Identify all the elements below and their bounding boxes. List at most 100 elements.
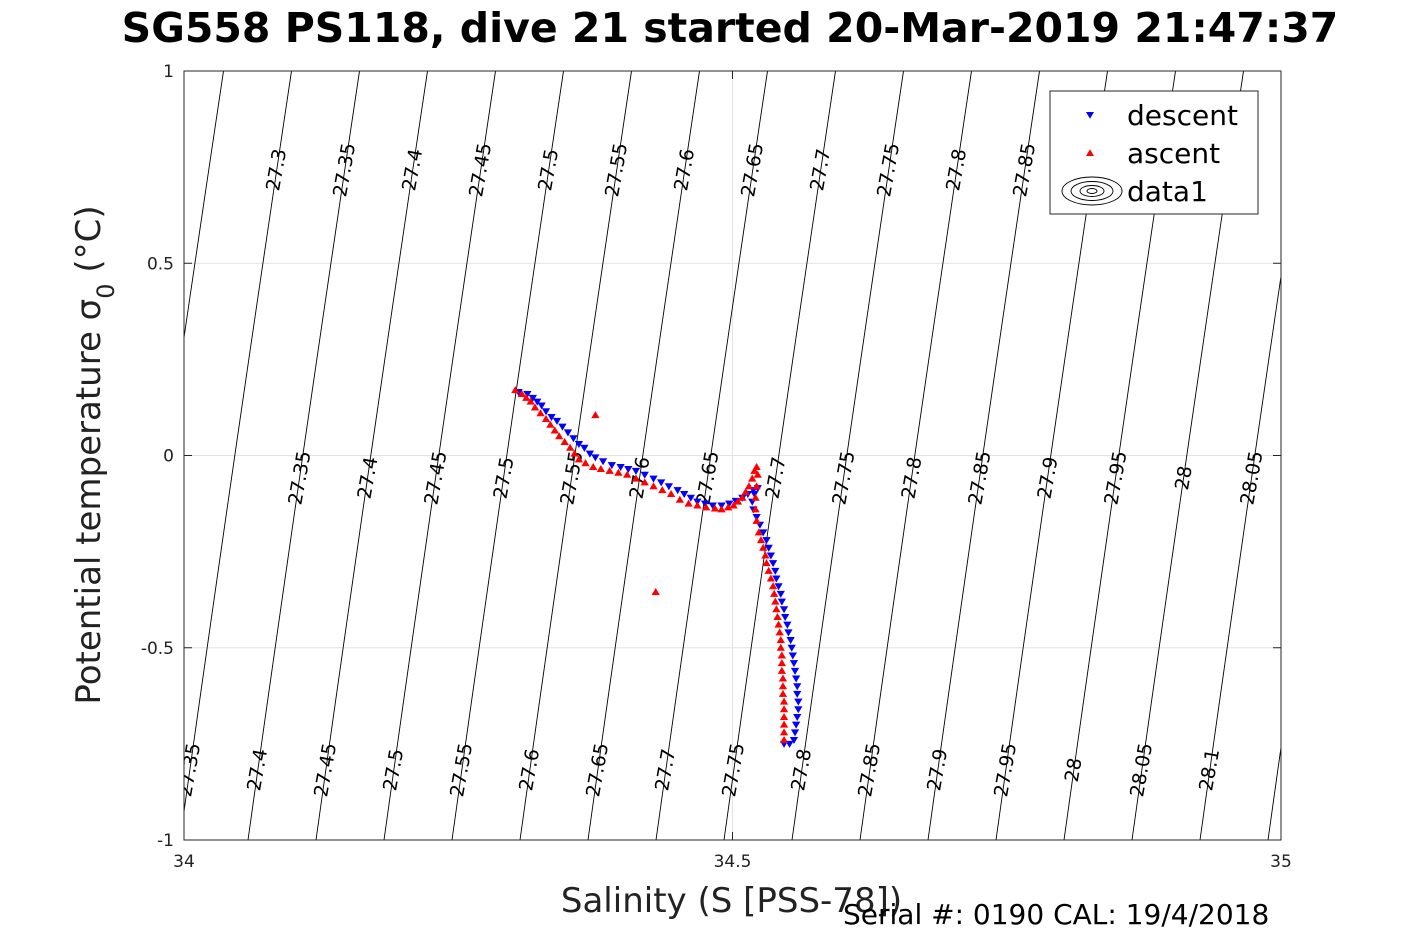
descent-point	[777, 598, 786, 606]
ascent-point	[777, 659, 786, 667]
descent-point	[569, 435, 578, 443]
y-tick-label: 0	[163, 447, 174, 467]
ascent-point	[752, 463, 761, 471]
y-tick-label: -0.5	[141, 639, 174, 659]
ascent-point	[729, 501, 738, 509]
descent-point	[759, 529, 768, 537]
ascent-point	[753, 470, 762, 478]
ascent-point	[640, 478, 649, 486]
series-descent	[514, 389, 803, 748]
isopycnal-line	[383, 71, 496, 840]
isopycnal-line	[859, 71, 972, 840]
legend-contour-icon	[1061, 176, 1123, 206]
ascent-point	[651, 587, 660, 595]
ascent-point	[752, 516, 761, 524]
ascent-point	[591, 411, 600, 419]
ascent-point	[741, 488, 750, 496]
ascent-point	[526, 397, 535, 405]
chart-title: SG558 PS118, dive 21 started 20-Mar-2019…	[121, 4, 1339, 52]
isopycnal-line	[451, 71, 564, 840]
legend: descent ascent data1	[1049, 90, 1259, 215]
descent-point	[657, 479, 666, 487]
y-axis-label: Potential temperature σ0 (°C)	[69, 205, 120, 704]
ascent-point	[733, 497, 743, 505]
isopycnal-line	[1199, 273, 1281, 840]
descent-point	[574, 440, 584, 448]
ascent-point	[775, 628, 784, 636]
ascent-point	[631, 474, 641, 482]
legend-ascent-marker	[1086, 149, 1094, 156]
descent-point	[790, 667, 800, 675]
ascent-point	[738, 493, 747, 501]
ascent-point	[778, 674, 788, 682]
descent-point	[580, 444, 589, 452]
descent-point	[792, 675, 801, 683]
ascent-point	[750, 466, 759, 474]
ascent-point	[768, 582, 778, 590]
ascent-point	[762, 559, 771, 567]
y-axis-label-subscript: 0	[92, 283, 120, 298]
ascent-point	[605, 466, 614, 474]
ascent-point	[773, 612, 782, 620]
ascent-point	[546, 420, 555, 428]
isopycnal-line	[184, 71, 292, 815]
descent-point	[598, 458, 608, 466]
ascent-point	[752, 482, 761, 490]
isopycnal-line	[587, 71, 700, 840]
legend-descent-marker	[1086, 112, 1094, 119]
ascent-point	[748, 474, 757, 482]
descent-point	[774, 583, 783, 591]
descent-point	[673, 487, 682, 495]
isopycnal-line	[1267, 744, 1281, 840]
ascent-point	[776, 636, 785, 644]
descent-point	[552, 417, 562, 425]
ascent-point	[777, 666, 786, 674]
x-tick-label: 34	[173, 852, 195, 872]
ascent-point	[614, 468, 623, 476]
descent-point	[776, 590, 785, 598]
descent-point	[793, 690, 802, 698]
ascent-point	[566, 443, 575, 451]
ascent-point	[581, 459, 590, 467]
ascent-point	[761, 551, 770, 559]
ascent-point	[764, 566, 773, 574]
ascent-point	[666, 489, 676, 497]
descent-point	[533, 398, 542, 406]
ascent-point	[778, 682, 788, 690]
descent-point	[631, 467, 641, 475]
ascent-point	[589, 463, 598, 471]
legend-label-data1: data1	[1127, 175, 1208, 208]
serial-calibration-note: Serial #: 0190 CAL: 19/4/2018	[843, 898, 1270, 931]
ascent-point	[778, 689, 788, 697]
ascent-point	[777, 651, 786, 659]
ascent-point	[658, 486, 667, 494]
ascent-point	[751, 493, 760, 501]
ascent-point	[555, 432, 564, 440]
x-axis-label: Salinity (S [PSS-78])	[561, 881, 902, 921]
descent-point	[547, 414, 556, 422]
ascent-point	[756, 536, 766, 544]
ascent-point	[772, 605, 781, 613]
ascent-point	[771, 597, 780, 605]
ascent-point	[693, 501, 702, 509]
axes: 34 34.5 35 -1 -0.5 0 0.5 1 Salinity (S [PSS-78])…	[69, 62, 1292, 921]
legend-contour-icon	[1079, 185, 1105, 197]
descent-point	[725, 500, 734, 508]
descent-point	[794, 698, 803, 706]
descent-point	[649, 475, 658, 483]
y-tick-label: 1	[163, 62, 174, 82]
descent-point	[607, 462, 616, 470]
ascent-point	[779, 728, 789, 736]
isopycnal-line	[723, 71, 836, 840]
descent-point	[664, 483, 673, 491]
ascent-point	[779, 705, 789, 713]
isopycnal-line	[247, 71, 360, 840]
descent-point	[700, 500, 710, 508]
contour-label: 28	[1171, 464, 1197, 492]
ascent-point	[541, 414, 551, 422]
legend-box	[1049, 90, 1259, 215]
descent-point	[768, 560, 778, 568]
series-ascent	[511, 386, 789, 744]
ascent-point	[574, 455, 584, 463]
